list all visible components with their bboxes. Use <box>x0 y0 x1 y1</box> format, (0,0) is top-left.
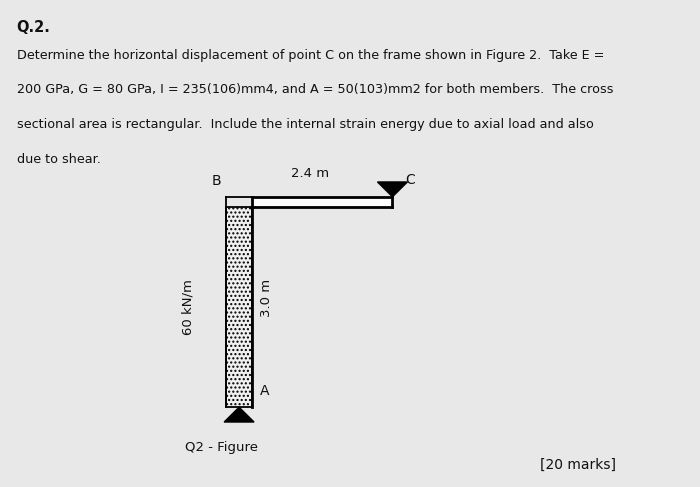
Bar <box>226 207 252 407</box>
Text: Q.2.: Q.2. <box>17 19 50 35</box>
Bar <box>252 197 393 207</box>
Text: Determine the horizontal displacement of point C on the frame shown in Figure 2.: Determine the horizontal displacement of… <box>17 49 604 61</box>
Text: Q2 - Figure: Q2 - Figure <box>185 441 258 454</box>
Polygon shape <box>224 407 254 422</box>
Text: sectional area is rectangular.  Include the internal strain energy due to axial : sectional area is rectangular. Include t… <box>17 118 594 131</box>
Text: [20 marks]: [20 marks] <box>540 458 615 472</box>
Text: 60 kN/m: 60 kN/m <box>182 280 195 335</box>
Text: A: A <box>260 384 270 397</box>
Text: C: C <box>405 173 415 187</box>
Text: 3.0 m: 3.0 m <box>260 279 272 317</box>
Text: 200 GPa, G = 80 GPa, I = 235(106)mm4, and A = 50(103)mm2 for both members.  The : 200 GPa, G = 80 GPa, I = 235(106)mm4, an… <box>17 83 613 96</box>
Polygon shape <box>377 182 407 197</box>
Text: due to shear.: due to shear. <box>17 152 101 166</box>
Text: B: B <box>211 174 221 188</box>
Text: 2.4 m: 2.4 m <box>290 167 329 180</box>
